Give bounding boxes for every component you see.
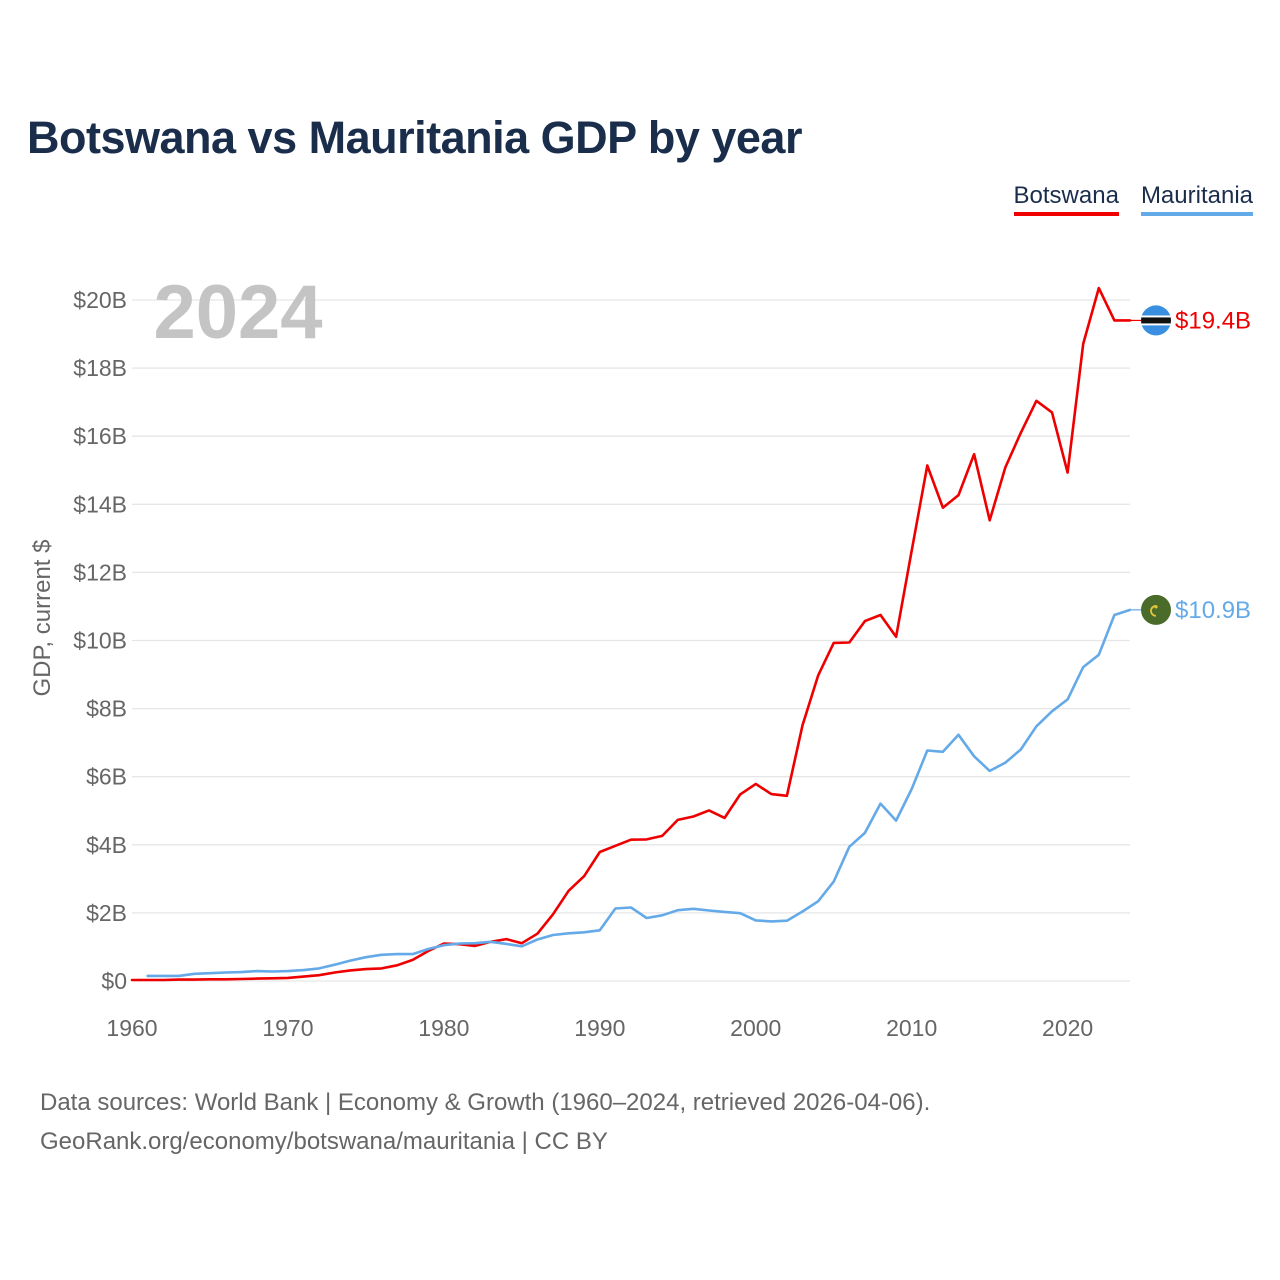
gdp-line-chart: $0 $2B $4B $6B $8B $10B $12B $14B $16B $18B $20B 1… [29, 270, 1251, 1041]
y-tick-label: $10B [73, 628, 127, 654]
chart-title: Botswana vs Mauritania GDP by year [27, 112, 802, 163]
y-tick-label: $8B [86, 696, 127, 722]
year-watermark: 2024 [153, 270, 322, 355]
x-tick-label: 1970 [262, 1015, 313, 1041]
x-tick-label: 2010 [886, 1015, 937, 1041]
series-line-mauritania[interactable] [146, 608, 1132, 978]
footer-attribution[interactable]: GeoRank.org/economy/botswana/mauritania … [40, 1128, 608, 1155]
series-lines [130, 286, 1132, 982]
x-tick-label: 1980 [418, 1015, 469, 1041]
y-tick-label: $4B [86, 832, 127, 858]
series-line-botswana[interactable] [130, 286, 1132, 982]
end-value-label-botswana: $19.4B [1175, 307, 1251, 334]
y-tick-label: $16B [73, 423, 127, 449]
botswana-flag-icon [1141, 305, 1171, 336]
y-tick-label: $2B [86, 900, 127, 926]
y-tick-label: $12B [73, 559, 127, 585]
y-tick-label: $6B [86, 764, 127, 790]
y-axis-ticks: $0 $2B $4B $6B $8B $10B $12B $14B $16B $18B $20B [73, 287, 127, 994]
y-tick-label: $14B [73, 491, 127, 517]
x-tick-label: 2020 [1042, 1015, 1093, 1041]
x-tick-label: 2000 [730, 1015, 781, 1041]
end-markers: $19.4B $10.9B [1130, 305, 1251, 625]
y-tick-label: $18B [73, 355, 127, 381]
end-value-label-mauritania: $10.9B [1175, 597, 1251, 624]
x-tick-label: 1990 [574, 1015, 625, 1041]
legend-item-botswana[interactable]: Botswana [1013, 182, 1119, 216]
x-axis-ticks: 1960 1970 1980 1990 2000 2010 2020 [106, 1015, 1093, 1041]
footer: Data sources: World Bank | Economy & Gro… [40, 1083, 930, 1161]
y-axis-label: GDP, current $ [29, 540, 56, 697]
legend-item-mauritania[interactable]: Mauritania [1140, 182, 1253, 216]
x-tick-label: 1960 [106, 1015, 157, 1041]
gridlines [132, 299, 1130, 982]
y-tick-label: $0 [101, 968, 127, 994]
mauritania-flag-icon [1141, 594, 1171, 625]
footer-sources: Data sources: World Bank | Economy & Gro… [40, 1089, 931, 1116]
legend: Botswana Mauritania [1013, 182, 1253, 216]
y-tick-label: $20B [73, 287, 127, 313]
